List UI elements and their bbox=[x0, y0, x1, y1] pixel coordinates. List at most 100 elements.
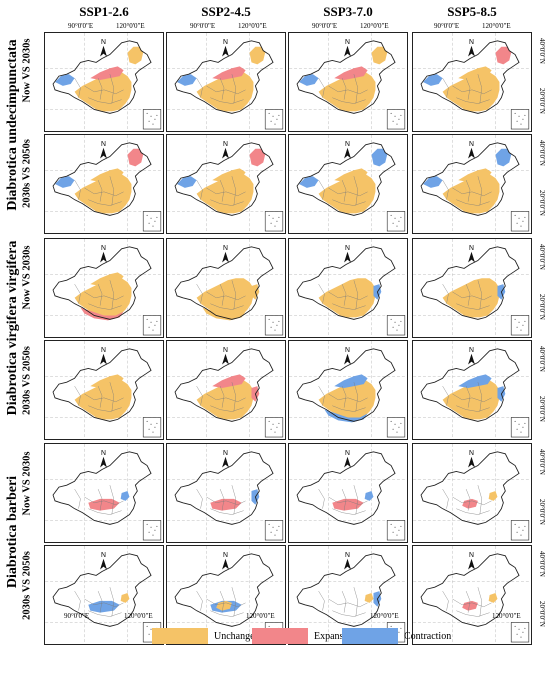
south-china-sea-inset bbox=[510, 109, 530, 130]
island-dot bbox=[398, 118, 400, 120]
province-border bbox=[353, 74, 358, 104]
region-expansion bbox=[88, 498, 120, 511]
province-border bbox=[328, 393, 368, 402]
south-china-sea-inset bbox=[386, 417, 406, 438]
region-unchanged bbox=[74, 72, 132, 112]
province-border bbox=[206, 393, 246, 402]
province-border bbox=[88, 405, 122, 412]
province-border bbox=[196, 488, 203, 509]
region-contraction bbox=[299, 176, 319, 188]
region-expansion bbox=[210, 498, 242, 511]
region-unchanged bbox=[488, 491, 498, 501]
island-dot bbox=[150, 217, 152, 219]
island-dot bbox=[276, 529, 278, 531]
country-outline bbox=[174, 348, 274, 422]
island-dot bbox=[396, 329, 398, 331]
china-map: N bbox=[289, 33, 407, 131]
province-border bbox=[88, 303, 122, 310]
province-border bbox=[318, 590, 325, 611]
north-label: N bbox=[345, 141, 350, 148]
map-panel: N bbox=[288, 134, 408, 234]
province-border bbox=[341, 78, 347, 100]
province-border bbox=[210, 508, 244, 515]
island-dot bbox=[524, 216, 526, 218]
row-label: 2030s VS 2050s bbox=[21, 346, 33, 415]
island-dot bbox=[152, 225, 154, 227]
north-arrow-icon: N bbox=[222, 552, 229, 570]
region-expansion bbox=[80, 307, 124, 321]
island-dot bbox=[150, 321, 152, 323]
island-dot bbox=[520, 123, 522, 125]
island-dot bbox=[146, 420, 148, 422]
lon-label: 120°0'0"E bbox=[360, 22, 389, 30]
country-outline bbox=[174, 40, 274, 114]
north-arrow-icon: N bbox=[344, 552, 351, 570]
region-contraction bbox=[495, 148, 512, 167]
lon-label: 90°0'0"E bbox=[68, 22, 94, 30]
country-outline bbox=[52, 553, 152, 627]
province-border bbox=[84, 85, 124, 94]
south-china-sea-inset bbox=[142, 211, 162, 232]
region-unchanged bbox=[74, 278, 132, 318]
region-unchanged bbox=[74, 380, 132, 420]
province-border bbox=[84, 496, 124, 505]
south-china-sea-inset bbox=[510, 520, 530, 541]
map-panel: N bbox=[412, 32, 532, 132]
province-border bbox=[442, 385, 449, 406]
island-dot bbox=[148, 326, 150, 328]
island-dot bbox=[392, 222, 394, 224]
province-border bbox=[353, 587, 358, 617]
island-dot bbox=[146, 523, 148, 525]
south-china-sea-inset bbox=[264, 520, 284, 541]
province-border bbox=[97, 78, 103, 100]
china-map: N bbox=[45, 444, 163, 542]
north-arrow-icon: N bbox=[100, 552, 107, 570]
map-panel: N bbox=[412, 238, 532, 338]
china-map: N bbox=[45, 135, 163, 233]
province-border bbox=[328, 85, 368, 94]
island-dot bbox=[270, 326, 272, 328]
province-border bbox=[74, 179, 81, 200]
map-panel: N bbox=[288, 443, 408, 543]
island-dot bbox=[514, 625, 516, 627]
row-label: Now VS 2030s bbox=[21, 245, 33, 310]
island-dot bbox=[156, 114, 158, 116]
island-dot bbox=[272, 526, 274, 528]
region-contraction bbox=[299, 74, 319, 86]
lon-label: 120°0'0"E bbox=[246, 612, 275, 620]
south-china-sea-inset bbox=[142, 417, 162, 438]
island-dot bbox=[398, 631, 400, 633]
province-border bbox=[456, 508, 490, 515]
species-label-barberi: Diabrotica barberi bbox=[5, 475, 20, 589]
island-dot bbox=[274, 431, 276, 433]
south-china-sea-inset bbox=[386, 211, 406, 232]
island-dot bbox=[398, 426, 400, 428]
china-map: N bbox=[167, 444, 285, 542]
province-border bbox=[210, 199, 244, 206]
country-outline bbox=[296, 348, 396, 422]
lat-label: 40°0'0"N bbox=[538, 244, 546, 270]
region-contraction bbox=[55, 74, 75, 86]
north-arrow-icon: N bbox=[468, 141, 475, 159]
north-label: N bbox=[101, 39, 106, 46]
island-dot bbox=[514, 318, 516, 320]
province-border bbox=[210, 610, 244, 617]
column-header-ssp245: SSP2-4.5 bbox=[201, 4, 251, 19]
province-border bbox=[353, 176, 358, 206]
row-label: Now VS 2030s bbox=[21, 451, 33, 516]
north-arrow-icon: N bbox=[468, 347, 475, 365]
province-border bbox=[318, 488, 325, 509]
column-header-ssp126: SSP1-2.6 bbox=[79, 4, 129, 19]
province-border bbox=[219, 591, 225, 613]
island-dot bbox=[396, 431, 398, 433]
province-border bbox=[231, 176, 236, 206]
country-outline bbox=[296, 451, 396, 525]
region-unchanged bbox=[90, 272, 124, 287]
region-unchanged bbox=[458, 66, 492, 81]
region-unchanged bbox=[74, 174, 132, 214]
province-border bbox=[452, 496, 492, 505]
region-unchanged bbox=[196, 72, 254, 112]
north-label: N bbox=[469, 552, 474, 559]
region-unchanged bbox=[442, 72, 500, 112]
province-border bbox=[206, 85, 246, 94]
